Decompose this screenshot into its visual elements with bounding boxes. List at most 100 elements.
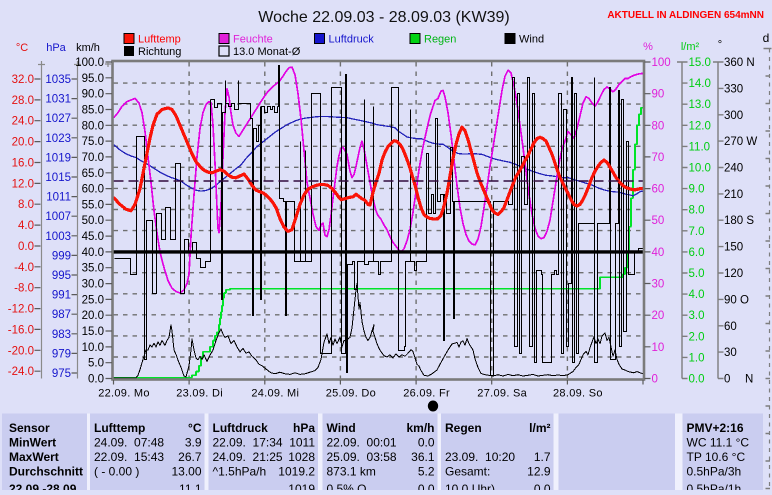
svg-text:20.0: 20.0 [12,137,34,149]
svg-text:^1.5hPa/h: ^1.5hPa/h [213,465,267,479]
svg-text:22.09. 17:34: 22.09. 17:34 [213,436,283,450]
svg-text:1023: 1023 [45,133,71,145]
svg-text:873.1 km: 873.1 km [327,465,376,479]
svg-text:16.0: 16.0 [12,158,34,170]
svg-text:Regen: Regen [445,421,482,435]
svg-text:6.0: 6.0 [689,247,705,259]
svg-text:50.0: 50.0 [82,215,104,227]
svg-text:1031: 1031 [45,94,71,106]
svg-text:l/m²: l/m² [681,41,700,53]
svg-text:0.5% O: 0.5% O [327,482,367,490]
svg-text:-16.0: -16.0 [8,324,34,336]
svg-text:°: ° [718,39,722,51]
svg-text:90 O: 90 O [724,294,749,306]
svg-text:%: % [643,41,653,53]
svg-text:Gesamt:: Gesamt: [445,465,490,479]
svg-text:-20.0: -20.0 [8,345,34,357]
svg-text:150: 150 [724,242,743,254]
svg-text:70: 70 [652,152,665,164]
svg-text:85.0: 85.0 [82,105,104,117]
svg-text:0.0: 0.0 [689,374,705,386]
svg-text:12.9: 12.9 [527,465,551,479]
svg-text:180 S: 180 S [724,215,754,227]
svg-text:8.0: 8.0 [18,199,34,211]
svg-text:km/h: km/h [76,42,100,54]
svg-text:7.0: 7.0 [689,226,705,238]
svg-text:330: 330 [724,83,743,95]
svg-text:1027: 1027 [45,113,71,125]
svg-text:975: 975 [52,368,71,380]
svg-text:MinWert: MinWert [9,436,56,450]
svg-text:50: 50 [652,215,665,227]
svg-text:-8.0: -8.0 [14,283,34,295]
svg-text:5.0: 5.0 [689,268,705,280]
svg-text:35.0: 35.0 [82,263,104,275]
svg-text:( - 0.00 ): ( - 0.00 ) [94,465,139,479]
svg-text:20.0: 20.0 [82,310,104,322]
svg-text:AKTUELL IN ALDINGEN 654mNN: AKTUELL IN ALDINGEN 654mNN [607,10,764,21]
svg-text:36.1: 36.1 [411,450,435,464]
svg-text:120: 120 [724,268,743,280]
svg-text:40: 40 [652,247,665,259]
svg-text:210: 210 [724,189,743,201]
svg-text:240: 240 [724,163,743,175]
svg-text:l/m²: l/m² [529,421,550,435]
svg-text:13.0 Monat-Ø: 13.0 Monat-Ø [233,46,301,58]
svg-text:22.09. 00:01: 22.09. 00:01 [327,436,397,450]
svg-text:km/h: km/h [406,421,434,435]
svg-text:3.9: 3.9 [185,436,202,450]
svg-text:Feuchte: Feuchte [233,34,273,46]
svg-text:0.5hPa/1h: 0.5hPa/1h [687,482,742,490]
svg-text:75.0: 75.0 [82,136,104,148]
svg-text:1.7: 1.7 [534,450,551,464]
svg-text:991: 991 [52,290,71,302]
svg-text:100.0: 100.0 [75,57,104,69]
svg-text:4.0: 4.0 [689,289,705,301]
svg-text:1028: 1028 [288,450,315,464]
svg-text:270 W: 270 W [724,136,757,148]
svg-text:24.09. 07:48: 24.09. 07:48 [94,436,164,450]
svg-text:1011: 1011 [46,192,71,204]
svg-text:15.0: 15.0 [689,57,711,69]
svg-text:N: N [745,374,753,386]
svg-text:TP 10.6 °C: TP 10.6 °C [687,450,746,464]
svg-text:80: 80 [652,120,665,132]
svg-text:1019: 1019 [45,152,71,164]
svg-text:13.0: 13.0 [689,99,711,111]
svg-text:995: 995 [52,270,71,282]
svg-text:°C: °C [16,42,28,54]
svg-text:11.1: 11.1 [179,482,202,490]
svg-text:1019: 1019 [288,482,315,490]
svg-text:80.0: 80.0 [82,120,104,132]
svg-text:1035: 1035 [45,74,71,86]
svg-text:°C: °C [188,421,202,435]
svg-text:28.0: 28.0 [12,95,34,107]
svg-text:11.0: 11.0 [689,141,711,153]
svg-text:25.0: 25.0 [82,294,104,306]
svg-text:1015: 1015 [45,172,71,184]
svg-text:10: 10 [652,342,665,354]
svg-text:Durchschnitt: Durchschnitt [9,465,83,479]
svg-text:979: 979 [52,348,71,360]
svg-text:Wind: Wind [327,421,356,435]
svg-text:20: 20 [652,310,665,322]
svg-text:1.0: 1.0 [689,352,705,364]
svg-text:MaxWert: MaxWert [9,450,59,464]
svg-text:300: 300 [724,110,743,122]
svg-text:hPa: hPa [46,42,66,54]
svg-text:Sensor: Sensor [9,421,50,435]
svg-text:9.0: 9.0 [689,184,705,196]
svg-text:Luftdruck: Luftdruck [329,34,375,46]
svg-text:40.0: 40.0 [82,247,104,259]
svg-text:23.09. 10:20: 23.09. 10:20 [445,450,515,464]
svg-text:90.0: 90.0 [82,89,104,101]
svg-text:Lufttemp: Lufttemp [94,421,145,435]
svg-text:1007: 1007 [45,211,71,223]
svg-text:60: 60 [724,321,737,333]
svg-text:hPa: hPa [293,421,315,435]
svg-text:987: 987 [52,309,71,321]
svg-text:8.0: 8.0 [689,205,705,217]
svg-text:-4.0: -4.0 [14,262,34,274]
svg-text:22.09. Mo: 22.09. Mo [98,388,150,400]
svg-text:0.0: 0.0 [418,482,435,490]
